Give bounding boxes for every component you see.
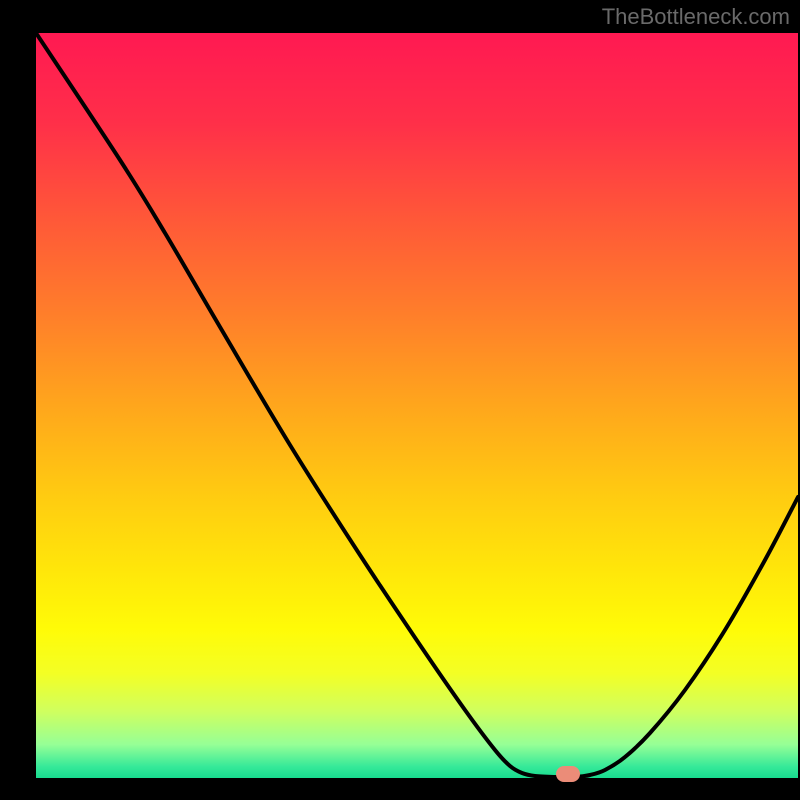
optimal-marker <box>556 766 580 782</box>
chart-container: TheBottleneck.com <box>0 0 800 800</box>
plot-area <box>36 33 798 778</box>
watermark-text: TheBottleneck.com <box>602 4 790 30</box>
curve-overlay <box>36 33 798 778</box>
bottleneck-curve <box>36 33 798 777</box>
